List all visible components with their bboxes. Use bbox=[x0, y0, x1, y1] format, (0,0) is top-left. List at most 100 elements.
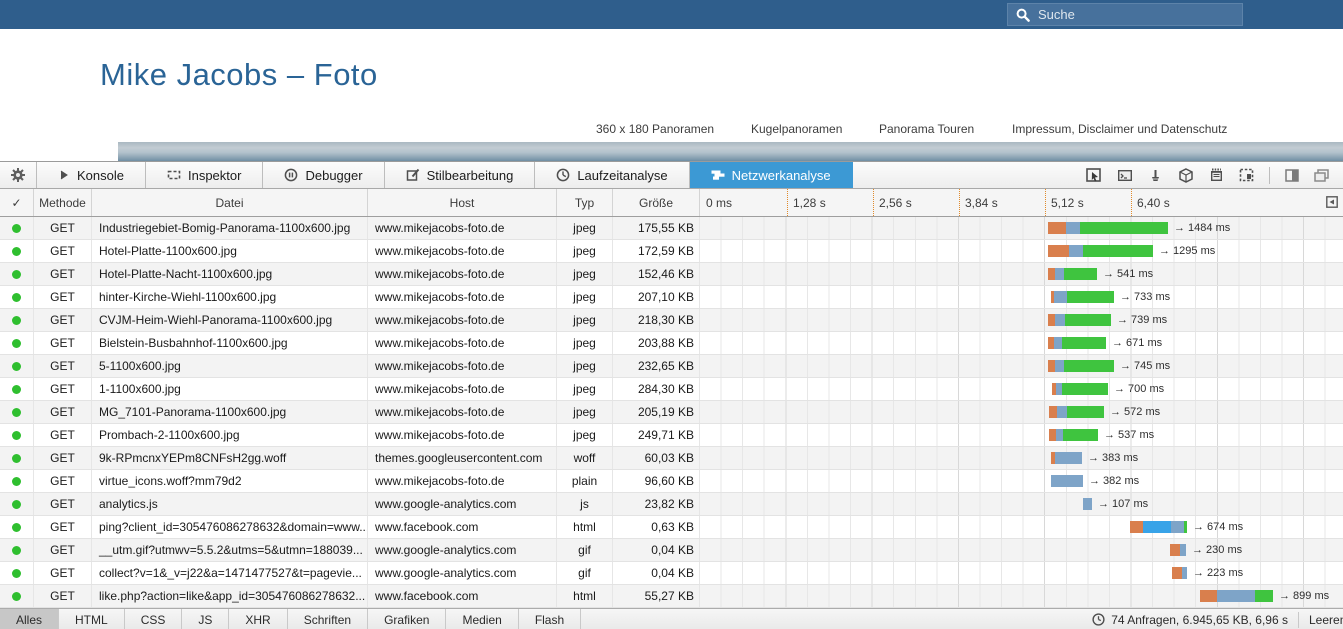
responsive-mode-icon[interactable] bbox=[1239, 168, 1254, 182]
table-row[interactable]: GET Industriegebiet-Bomig-Panorama-1100x6… bbox=[0, 217, 1343, 240]
type-cell: html bbox=[557, 516, 613, 538]
waterfall-bar[interactable]: → 671 ms bbox=[1048, 337, 1162, 349]
waterfall-bar[interactable]: → 899 ms bbox=[1200, 590, 1329, 602]
table-row[interactable]: GET 1-1100x600.jpg www.mikejacobs-foto.de j… bbox=[0, 378, 1343, 401]
filter-html[interactable]: HTML bbox=[59, 609, 125, 629]
size-cell: 0,63 KB bbox=[613, 516, 700, 538]
host-cell: www.google-analytics.com bbox=[368, 493, 557, 515]
status-cell bbox=[0, 447, 34, 469]
waterfall-bar[interactable]: → 383 ms bbox=[1051, 452, 1138, 464]
filter-xhr[interactable]: XHR bbox=[229, 609, 288, 629]
waterfall-bar[interactable]: → 1295 ms bbox=[1048, 245, 1215, 257]
timeline-cell: → 383 ms bbox=[700, 447, 1343, 469]
search-input[interactable]: Suche bbox=[1007, 3, 1243, 26]
table-row[interactable]: GET Prombach-2-1100x600.jpg www.mikejacobs… bbox=[0, 424, 1343, 447]
search-placeholder: Suche bbox=[1038, 7, 1075, 22]
table-row[interactable]: GET collect?v=1&_v=j22&a=1471477527&t=pag… bbox=[0, 562, 1343, 585]
table-row[interactable]: GET ping?client_id=305476086278632&domain… bbox=[0, 516, 1343, 539]
status-ok-dot bbox=[12, 269, 21, 279]
nav-link-panoramen[interactable]: 360 x 180 Panoramen bbox=[596, 122, 715, 136]
scratchpad-icon[interactable] bbox=[1209, 168, 1224, 183]
table-row[interactable]: GET hinter-Kirche-Wiehl-1100x600.jpg www.m… bbox=[0, 286, 1343, 309]
waterfall-segment-green bbox=[1063, 429, 1098, 441]
filter-grafiken[interactable]: Grafiken bbox=[368, 609, 447, 629]
table-row[interactable]: GET CVJM-Heim-Wiehl-Panorama-1100x600.jpg… bbox=[0, 309, 1343, 332]
status-ok-dot bbox=[12, 223, 21, 233]
waterfall-bar[interactable]: → 733 ms bbox=[1051, 291, 1170, 303]
column-header-typ[interactable]: Typ bbox=[557, 189, 613, 216]
column-header-status[interactable]: ✓ bbox=[0, 189, 34, 216]
method-cell: GET bbox=[34, 240, 92, 262]
column-header-groesse[interactable]: Größe bbox=[613, 189, 700, 216]
waterfall-bar[interactable]: → 739 ms bbox=[1048, 314, 1167, 326]
method-cell: GET bbox=[34, 378, 92, 400]
waterfall-bar[interactable]: → 537 ms bbox=[1049, 429, 1154, 441]
waterfall-bar[interactable]: → 700 ms bbox=[1052, 383, 1164, 395]
waterfall-bar[interactable]: → 674 ms bbox=[1130, 521, 1243, 533]
filter-schriften[interactable]: Schriften bbox=[288, 609, 369, 629]
table-row[interactable]: GET like.php?action=like&app_id=305476086… bbox=[0, 585, 1343, 608]
summary-clock-icon bbox=[1092, 613, 1105, 626]
pick-element-icon[interactable] bbox=[1086, 167, 1102, 183]
timeline-cell: → 671 ms bbox=[700, 332, 1343, 354]
table-row[interactable]: GET Bielstein-Busbahnhof-1100x600.jpg www.… bbox=[0, 332, 1343, 355]
waterfall-bar[interactable]: → 107 ms bbox=[1083, 498, 1148, 510]
separate-window-icon[interactable] bbox=[1314, 168, 1329, 182]
nav-link-kugelpanoramen[interactable]: Kugelpanoramen bbox=[751, 122, 843, 136]
ruler-label: 3,84 s bbox=[959, 189, 998, 216]
column-header-datei[interactable]: Datei bbox=[92, 189, 368, 216]
type-cell: js bbox=[557, 493, 613, 515]
filter-js[interactable]: JS bbox=[182, 609, 230, 629]
page-title[interactable]: Mike Jacobs – Foto bbox=[100, 57, 378, 92]
waterfall-duration-label: → 733 ms bbox=[1120, 291, 1171, 303]
waterfall-segment-green bbox=[1064, 268, 1097, 280]
status-ok-dot bbox=[12, 568, 21, 578]
tab-inspektor[interactable]: Inspektor bbox=[146, 162, 264, 188]
column-header-host[interactable]: Host bbox=[368, 189, 557, 216]
table-row[interactable]: GET virtue_icons.woff?mm79d2 www.mikejacob… bbox=[0, 470, 1343, 493]
split-console-icon[interactable] bbox=[1117, 169, 1133, 182]
table-row[interactable]: GET analytics.js www.google-analytics.com j… bbox=[0, 493, 1343, 516]
table-row[interactable]: GET Hotel-Platte-1100x600.jpg www.mikejaco… bbox=[0, 240, 1343, 263]
tab-debugger[interactable]: Debugger bbox=[263, 162, 385, 188]
waterfall-bar[interactable]: → 230 ms bbox=[1170, 544, 1242, 556]
waterfall-bar[interactable]: → 745 ms bbox=[1048, 360, 1170, 372]
waterfall-bar[interactable]: → 572 ms bbox=[1049, 406, 1160, 418]
filter-alles[interactable]: Alles bbox=[0, 609, 60, 629]
waterfall-segment-green bbox=[1062, 383, 1108, 395]
paintbrush-icon[interactable] bbox=[1148, 168, 1163, 183]
type-cell: jpeg bbox=[557, 424, 613, 446]
tab-netzwerkanalyse[interactable]: Netzwerkanalyse bbox=[689, 162, 853, 188]
nav-link-panorama-touren[interactable]: Panorama Touren bbox=[879, 122, 975, 136]
filter-css[interactable]: CSS bbox=[125, 609, 183, 629]
waterfall-duration-label: → 739 ms bbox=[1117, 314, 1168, 326]
table-row[interactable]: GET 5-1100x600.jpg www.mikejacobs-foto.de j… bbox=[0, 355, 1343, 378]
dock-side-icon[interactable] bbox=[1285, 168, 1299, 182]
column-header-methode[interactable]: Methode bbox=[34, 189, 92, 216]
waterfall-bar[interactable]: → 223 ms bbox=[1172, 567, 1243, 579]
table-row[interactable]: GET __utm.gif?utmwv=5.5.2&utms=5&utmn=188… bbox=[0, 539, 1343, 562]
nav-link-impressum[interactable]: Impressum, Disclaimer und Datenschutz bbox=[1012, 122, 1228, 136]
tab-laufzeitanalyse[interactable]: Laufzeitanalyse bbox=[535, 162, 690, 188]
filter-flash[interactable]: Flash bbox=[519, 609, 582, 629]
waterfall-bar[interactable]: → 1484 ms bbox=[1048, 222, 1230, 234]
devtools-toolbar: Konsole Inspektor Debugger Stilbearbeitu… bbox=[0, 162, 1343, 189]
tab-stilbearbeitung[interactable]: Stilbearbeitung bbox=[385, 162, 536, 188]
waterfall-bar[interactable]: → 541 ms bbox=[1048, 268, 1153, 280]
filter-medien[interactable]: Medien bbox=[446, 609, 519, 629]
clear-requests-button[interactable]: Leeren bbox=[1309, 612, 1343, 627]
inspector-box-icon bbox=[167, 169, 181, 181]
waterfall-bar[interactable]: → 382 ms bbox=[1051, 475, 1139, 487]
timeline-options-icon[interactable] bbox=[1326, 196, 1338, 208]
table-row[interactable]: GET Hotel-Platte-Nacht-1100x600.jpg www.mi… bbox=[0, 263, 1343, 286]
waterfall-segment-green bbox=[1083, 245, 1153, 257]
settings-gear-icon[interactable] bbox=[0, 162, 37, 188]
method-cell: GET bbox=[34, 401, 92, 423]
request-table-body: GET Industriegebiet-Bomig-Panorama-1100x6… bbox=[0, 217, 1343, 608]
style-editor-icon bbox=[406, 168, 420, 182]
3d-view-icon[interactable] bbox=[1178, 167, 1194, 183]
host-cell: www.mikejacobs-foto.de bbox=[368, 263, 557, 285]
tab-konsole[interactable]: Konsole bbox=[37, 162, 146, 188]
table-row[interactable]: GET 9k-RPmcnxYEPm8CNFsH2gg.woff themes.goo… bbox=[0, 447, 1343, 470]
table-row[interactable]: GET MG_7101-Panorama-1100x600.jpg www.mike… bbox=[0, 401, 1343, 424]
